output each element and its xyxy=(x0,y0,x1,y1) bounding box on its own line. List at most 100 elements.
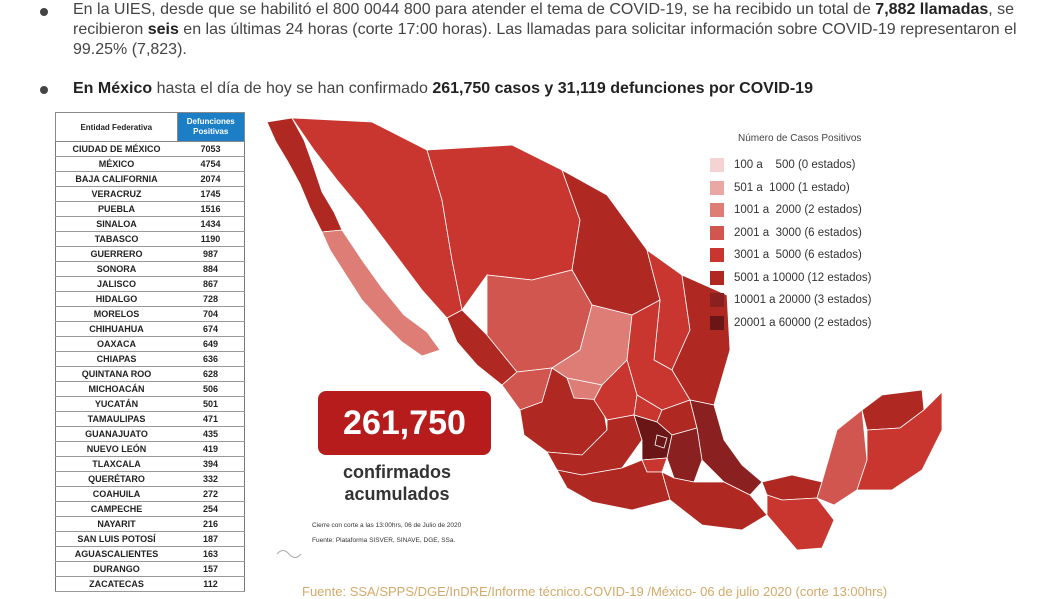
entity-name: SONORA xyxy=(55,261,177,277)
entity-name: SINALOA xyxy=(55,216,177,232)
death-count: 1516 xyxy=(177,201,245,217)
entity-name: HIDALGO xyxy=(55,291,177,307)
death-count: 254 xyxy=(177,501,245,517)
table-row: HIDALGO 728 xyxy=(55,291,245,307)
map-source-note: Fuente: Plataforma SISVER, SINAVE, DGE, … xyxy=(312,537,456,544)
table-header-row: Entidad Federativa Defunciones Positivas xyxy=(55,112,245,142)
legend-item: 5001 a 10000 (12 estados) xyxy=(710,270,872,285)
state-oaxaca xyxy=(661,471,768,531)
entity-name: NUEVO LEÓN xyxy=(55,441,177,457)
death-count: 501 xyxy=(177,396,245,412)
table-row: VERACRUZ 1745 xyxy=(55,186,245,202)
table-row: SAN LUIS POTOSÍ 187 xyxy=(55,531,245,547)
death-count: 163 xyxy=(177,546,245,562)
cases-deaths-total: 261,750 casos y 31,119 defunciones por C… xyxy=(432,80,813,97)
legend-item: 20001 a 60000 (2 estados) xyxy=(710,315,872,330)
death-count: 636 xyxy=(177,351,245,367)
death-count: 419 xyxy=(177,441,245,457)
death-count: 157 xyxy=(177,561,245,577)
entity-name: SAN LUIS POTOSÍ xyxy=(55,531,177,547)
legend-label: 5001 a 10000 (12 estados) xyxy=(734,271,872,284)
total-cases-badge: 261,750 xyxy=(318,391,491,455)
table-row: DURANGO 157 xyxy=(55,561,245,577)
entity-name: CHIAPAS xyxy=(55,351,177,367)
entity-name: CHIHUAHUA xyxy=(55,321,177,337)
table-row: PUEBLA 1516 xyxy=(55,201,245,217)
paragraph-calls: En la UIES, desde que se habilitó el 800… xyxy=(73,0,1048,60)
death-count: 471 xyxy=(177,411,245,427)
legend-label: 20001 a 60000 (2 estados) xyxy=(734,316,872,329)
legend-swatch xyxy=(710,248,724,262)
paragraph-cases: En México hasta el día de hoy se han con… xyxy=(73,79,1048,99)
death-count: 394 xyxy=(177,456,245,472)
state-cdmx xyxy=(654,434,668,449)
bullet-1 xyxy=(40,8,48,16)
table-row: MICHOACÁN 506 xyxy=(55,381,245,397)
entity-name: GUANAJUATO xyxy=(55,426,177,442)
entity-name: DURANGO xyxy=(55,561,177,577)
entity-name: PUEBLA xyxy=(55,201,177,217)
entity-name: QUERÉTARO xyxy=(55,471,177,487)
legend-item: 100 a 500 (0 estados) xyxy=(710,158,855,172)
death-count: 987 xyxy=(177,246,245,262)
death-count: 2074 xyxy=(177,171,245,187)
state-campeche xyxy=(816,409,868,506)
death-count: 1190 xyxy=(177,231,245,247)
death-count: 7053 xyxy=(177,141,245,157)
footer-source: Fuente: SSA/SPPS/DGE/InDRE/Informe técni… xyxy=(302,584,888,599)
table-row: TAMAULIPAS 471 xyxy=(55,411,245,427)
header-entity: Entidad Federativa xyxy=(55,112,178,142)
table-row: CIUDAD DE MÉXICO 7053 xyxy=(55,141,245,157)
entity-name: COAHUILA xyxy=(55,486,177,502)
entity-name: TAMAULIPAS xyxy=(55,411,177,427)
death-count: 506 xyxy=(177,381,245,397)
legend-swatch xyxy=(710,315,724,330)
entity-name: MICHOACÁN xyxy=(55,381,177,397)
entity-name: CAMPECHE xyxy=(55,501,177,517)
entity-name: TLAXCALA xyxy=(55,456,177,472)
table-row: TABASCO 1190 xyxy=(55,231,245,247)
legend-swatch xyxy=(710,225,724,240)
table-row: GUERRERO 987 xyxy=(55,246,245,262)
table-row: COAHUILA 272 xyxy=(55,486,245,502)
decorative-wave-icon xyxy=(276,550,302,558)
death-count: 1745 xyxy=(177,186,245,202)
death-count: 704 xyxy=(177,306,245,322)
state-chiapas xyxy=(766,494,835,551)
death-count: 187 xyxy=(177,531,245,547)
table-row: BAJA CALIFORNIA 2074 xyxy=(55,171,245,187)
legend-label: 2001 a 3000 (6 estados) xyxy=(734,226,862,239)
death-count: 435 xyxy=(177,426,245,442)
table-row: CHIHUAHUA 674 xyxy=(55,321,245,337)
country-label: En México xyxy=(73,80,153,97)
table-row: JALISCO 867 xyxy=(55,276,245,292)
legend-item: 1001 a 2000 (2 estados) xyxy=(710,203,862,217)
map-cutoff-note: Cierre con corte a las 13:00hrs, 06 de J… xyxy=(312,522,462,529)
bullet-2 xyxy=(40,86,48,94)
paragraph-text: En la UIES, desde que se habilitó el 800… xyxy=(73,1,876,18)
death-count: 4754 xyxy=(177,156,245,172)
table-row: AGUASCALIENTES 163 xyxy=(55,546,245,562)
table-row: CHIAPAS 636 xyxy=(55,351,245,367)
legend-label: 1001 a 2000 (2 estados) xyxy=(734,204,862,216)
entity-name: NAYARIT xyxy=(55,516,177,532)
legend-label: 10001 a 20000 (3 estados) xyxy=(734,294,872,306)
legend-item: 10001 a 20000 (3 estados) xyxy=(710,293,871,307)
legend-swatch xyxy=(710,293,724,307)
calls-last-24h: seis xyxy=(147,21,179,38)
legend-label: 100 a 500 (0 estados) xyxy=(734,159,856,171)
death-count: 674 xyxy=(177,321,245,337)
death-count: 628 xyxy=(177,366,245,382)
deaths-by-state-table: Entidad Federativa Defunciones Positivas… xyxy=(55,112,245,592)
table-row: OAXACA 649 xyxy=(55,336,245,352)
entity-name: JALISCO xyxy=(55,276,177,292)
table-row: CAMPECHE 254 xyxy=(55,501,245,517)
legend-label: 501 a 1000 (1 estado) xyxy=(734,181,850,194)
table-row: GUANAJUATO 435 xyxy=(55,426,245,442)
legend-item: 2001 a 3000 (6 estados) xyxy=(710,225,862,240)
table-row: TLAXCALA 394 xyxy=(55,456,245,472)
entity-name: TABASCO xyxy=(55,231,177,247)
table-row: NAYARIT 216 xyxy=(55,516,245,532)
death-count: 884 xyxy=(177,261,245,277)
legend-swatch xyxy=(710,203,724,217)
